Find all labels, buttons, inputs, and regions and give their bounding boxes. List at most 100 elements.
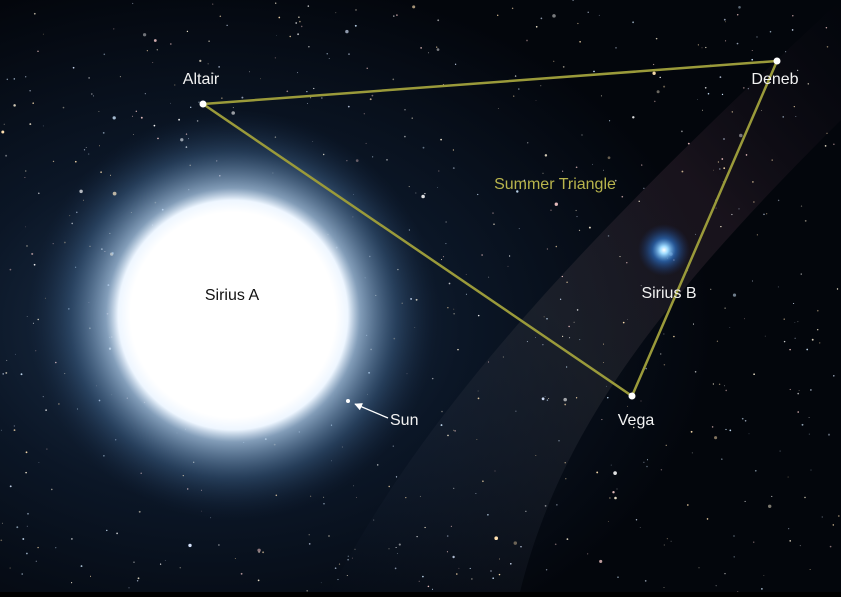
background-star [768, 505, 771, 508]
background-star [805, 220, 807, 222]
background-star [810, 389, 811, 390]
background-star [513, 95, 514, 96]
background-star [138, 577, 140, 579]
background-star [218, 66, 220, 68]
background-star [771, 496, 772, 497]
background-star [27, 513, 29, 515]
background-star [688, 143, 690, 145]
background-star [258, 580, 260, 582]
background-star [26, 553, 28, 555]
sun-label: Sun [390, 412, 418, 429]
background-star [833, 524, 835, 526]
background-star [751, 59, 753, 61]
background-star [139, 511, 141, 513]
background-star [22, 538, 24, 540]
background-star [721, 158, 723, 160]
background-star [525, 511, 526, 512]
background-star [260, 78, 261, 79]
background-star [714, 436, 717, 439]
background-star [10, 269, 12, 271]
background-star [797, 411, 799, 413]
background-star [494, 536, 498, 540]
background-star [826, 27, 827, 28]
background-star [810, 569, 811, 570]
background-star [45, 409, 47, 411]
background-star [639, 201, 640, 202]
background-star [499, 559, 500, 560]
background-star [641, 164, 642, 165]
background-star [603, 344, 604, 345]
background-star [286, 90, 288, 92]
background-star [721, 458, 723, 460]
background-star [738, 6, 741, 9]
background-star [88, 154, 89, 155]
background-star [542, 397, 545, 400]
background-star [692, 452, 693, 453]
background-star [720, 76, 722, 78]
background-star [510, 563, 512, 565]
background-star [579, 339, 580, 340]
background-star [627, 406, 628, 407]
background-star [227, 25, 228, 26]
background-star [447, 307, 448, 308]
background-star [748, 88, 749, 89]
background-star [712, 426, 714, 428]
background-star [729, 430, 731, 432]
background-star [738, 208, 739, 209]
background-star [724, 307, 725, 308]
background-star [198, 101, 200, 103]
background-star [737, 43, 739, 45]
background-star [452, 556, 454, 558]
background-star [458, 568, 459, 569]
background-star [477, 194, 478, 195]
background-star [422, 576, 424, 578]
background-star [723, 167, 725, 169]
background-star [547, 249, 548, 250]
background-star [449, 283, 451, 285]
background-star [608, 521, 609, 522]
background-star [347, 559, 349, 561]
background-star [733, 535, 734, 536]
background-star [25, 170, 26, 171]
background-star [128, 587, 129, 588]
background-star [745, 420, 747, 422]
background-star [566, 366, 567, 367]
background-star [98, 111, 99, 112]
background-star [147, 50, 148, 51]
background-star [761, 588, 763, 590]
background-star [576, 210, 577, 211]
background-star [289, 36, 290, 37]
background-star [113, 28, 114, 29]
background-star [617, 489, 618, 490]
background-star [565, 478, 566, 479]
background-star [737, 14, 738, 15]
background-star [1, 430, 2, 431]
background-star [732, 111, 733, 112]
background-star [453, 313, 454, 314]
background-star [681, 171, 683, 173]
background-star [38, 193, 40, 195]
background-star [466, 294, 467, 295]
background-star [51, 489, 53, 491]
deneb-star [774, 58, 781, 65]
background-star [298, 17, 299, 18]
background-star [724, 385, 725, 386]
background-star [581, 134, 582, 135]
background-star [553, 61, 554, 62]
background-star [671, 541, 672, 542]
background-star [71, 538, 73, 540]
background-star [702, 110, 703, 111]
background-star [568, 326, 569, 327]
background-star [405, 497, 406, 498]
background-star [416, 193, 417, 194]
background-star [432, 589, 433, 590]
background-star [526, 40, 528, 42]
background-star [725, 429, 726, 430]
background-star [437, 19, 439, 21]
background-star [645, 580, 647, 582]
background-star [26, 451, 28, 453]
background-star [687, 504, 689, 506]
background-star [799, 390, 800, 391]
background-star [7, 79, 8, 80]
background-star [241, 97, 243, 99]
